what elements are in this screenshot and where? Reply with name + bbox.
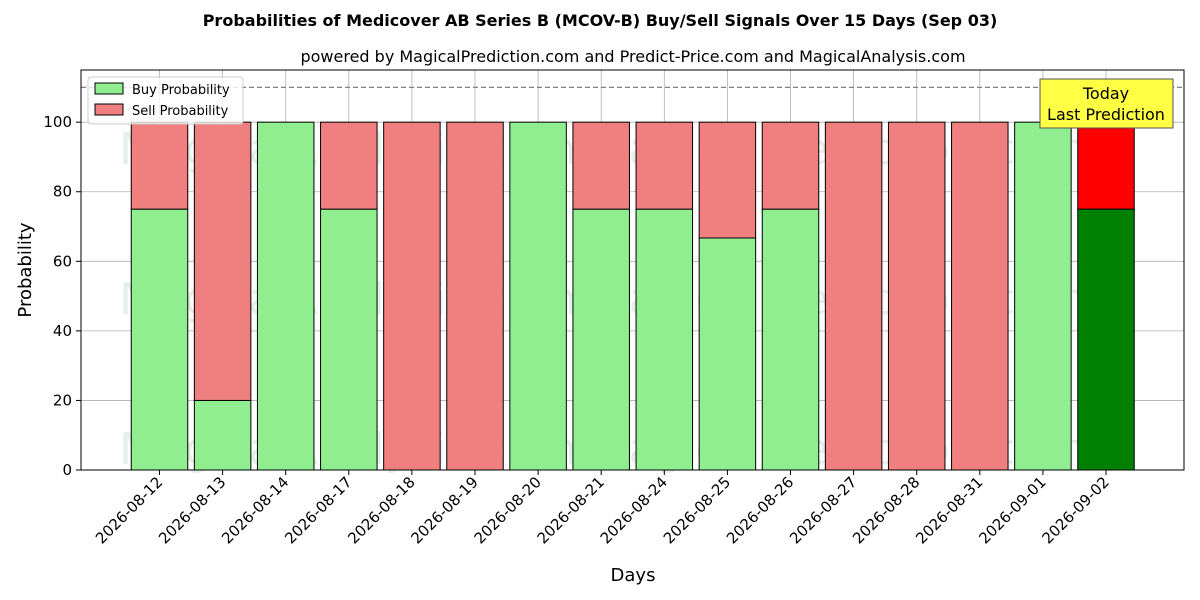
last-prediction-label: Last Prediction [1047, 105, 1165, 124]
today-box [1039, 78, 1174, 129]
legend-swatch-buy [94, 82, 124, 95]
bar-sell [698, 121, 757, 239]
bar-sell [446, 121, 504, 471]
x-tick-label: 2026-08-14 [218, 473, 292, 547]
y-tick-label: 100 [43, 113, 72, 131]
bar-buy [572, 208, 630, 471]
x-tick-label: 2026-08-25 [660, 473, 734, 547]
today-annotation: Today Last Prediction [1039, 78, 1174, 129]
x-tick-label: 2026-09-01 [975, 473, 1049, 547]
x-tick-label: 2026-08-19 [407, 473, 481, 547]
bar-sell [761, 121, 820, 210]
bar-buy [130, 208, 189, 471]
legend-box [87, 76, 244, 125]
y-tick-label: 0 [62, 461, 72, 479]
bar-sell [193, 121, 252, 401]
x-tick-label: 2026-08-31 [912, 473, 986, 547]
legend-label-buy: Buy Probability [132, 83, 230, 98]
y-axis: 0 20 40 60 80 100 [43, 113, 81, 479]
chart-title: Probabilities of Medicover AB Series B (… [203, 11, 998, 30]
bar-sell [383, 121, 441, 471]
x-tick-label: 2026-08-26 [723, 473, 797, 547]
bar-buy [1077, 208, 1135, 471]
bar-buy [509, 121, 567, 471]
legend-label-sell: Sell Probability [132, 104, 229, 119]
x-tick-label: 2026-08-20 [471, 473, 545, 547]
y-tick-label: 80 [53, 183, 72, 201]
bar-buy [698, 237, 757, 471]
x-tick-label: 2026-08-24 [597, 473, 671, 547]
legend-swatch-sell [94, 103, 124, 116]
chart-subtitle: powered by MagicalPrediction.com and Pre… [300, 47, 965, 66]
legend: Buy Probability Sell Probability [87, 76, 244, 125]
bar-buy [193, 399, 252, 471]
x-tick-label: 2026-08-13 [155, 473, 229, 547]
x-tick-label: 2026-08-27 [786, 473, 860, 547]
bar-sell [887, 121, 946, 471]
x-tick-label: 2026-08-17 [281, 473, 355, 547]
today-label: Today [1082, 84, 1129, 103]
y-tick-label: 20 [53, 391, 72, 409]
bars [130, 121, 1135, 471]
bar-buy [761, 208, 820, 471]
bar-sell [572, 121, 630, 210]
y-tick-label: 40 [53, 322, 72, 340]
bar-buy [635, 208, 694, 471]
plot-frame [80, 69, 1185, 471]
bar-buy [1014, 121, 1072, 471]
x-tick-label: 2026-08-18 [344, 473, 418, 547]
bar-sell [824, 121, 883, 471]
x-tick-label: 2026-08-28 [849, 473, 923, 547]
bar-buy [256, 121, 315, 471]
y-tick-label: 60 [53, 252, 72, 270]
bar-buy [320, 208, 378, 471]
bar-sell [635, 121, 694, 210]
bar-sell [130, 121, 189, 210]
x-tick-label: 2026-08-12 [92, 473, 166, 547]
y-axis-label: Probability [15, 222, 36, 317]
x-tick-label: 2026-09-02 [1038, 473, 1112, 547]
bar-sell [320, 121, 378, 210]
x-axis-label: Days [611, 565, 656, 586]
bar-sell [1077, 121, 1135, 210]
bar-sell [951, 121, 1009, 471]
x-axis: 2026-08-122026-08-132026-08-142026-08-17… [92, 470, 1113, 547]
x-tick-label: 2026-08-21 [534, 473, 608, 547]
